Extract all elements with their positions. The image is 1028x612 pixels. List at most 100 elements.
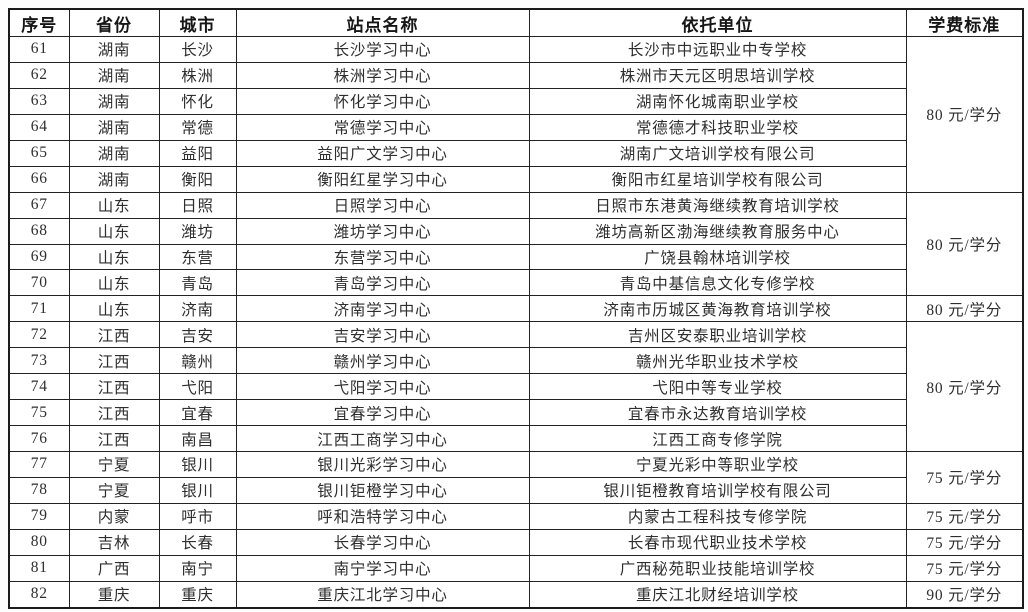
site-name-cell: 银川钜橙学习中心 [235,476,530,504]
city-cell: 东营 [158,243,237,271]
column-header: 省份 [68,8,160,37]
fee-cell: 80 元/学分 [905,321,1024,452]
site-name-cell: 日照学习中心 [235,191,530,219]
org-cell: 株洲市天元区明思培训学校 [528,61,907,89]
row-number: 64 [8,113,70,141]
province-cell: 江西 [68,425,160,452]
table-body: 61 湖南 长沙 长沙学习中心 长沙市中远职业中专学校 80 元/学分 62 湖南 株洲 株洲学习… [8,36,1024,609]
org-cell: 长春市现代职业技术学校 [528,528,907,556]
city-cell: 呼市 [158,502,237,530]
city-cell: 长沙 [158,36,237,63]
province-cell: 江西 [68,373,160,401]
column-header: 依托单位 [528,8,907,37]
row-number: 63 [8,87,70,115]
org-cell: 湖南广文培训学校有限公司 [528,139,907,167]
fee-cell: 75 元/学分 [905,502,1024,530]
site-name-cell: 济南学习中心 [235,295,530,323]
province-cell: 山东 [68,295,160,323]
city-cell: 常德 [158,113,237,141]
province-cell: 湖南 [68,165,160,193]
province-cell: 湖南 [68,61,160,89]
row-number: 67 [8,191,70,219]
table-row: 73 江西 赣州 赣州学习中心 赣州光华职业技术学校 [8,347,1023,375]
row-number: 65 [8,139,70,167]
table-row: 66 湖南 衡阳 衡阳红星学习中心 衡阳市红星培训学校有限公司 [8,165,1023,193]
table-row: 61 湖南 长沙 长沙学习中心 长沙市中远职业中专学校 80 元/学分 [8,36,1024,193]
row-number: 61 [8,36,70,63]
province-cell: 吉林 [68,528,160,556]
row-number: 78 [8,476,70,504]
province-cell: 重庆 [68,580,160,609]
city-cell: 赣州 [158,347,237,375]
site-name-cell: 益阳广文学习中心 [235,139,530,167]
row-number: 81 [8,554,70,582]
row-number: 68 [8,217,70,245]
site-name-cell: 宜春学习中心 [235,399,530,427]
row-number: 79 [8,502,70,530]
org-cell: 重庆江北财经培训学校 [528,580,907,609]
province-cell: 江西 [68,347,160,375]
table-row: 81 广西 南宁 南宁学习中心 广西秘苑职业技能培训学校 75 元/学分 [8,554,1024,582]
table-row: 77 宁夏 银川 银川光彩学习中心 宁夏光彩中等职业学校 75 元/学分 [8,451,1024,504]
table-row: 70 山东 青岛 青岛学习中心 青岛中基信息文化专修学校 [8,269,1023,297]
table-row: 69 山东 东营 东营学习中心 广饶县翰林培训学校 [8,243,1023,271]
header-row: 序号 省份 城市 站点名称 依托单位 学费标准 [8,8,1024,37]
site-name-cell: 青岛学习中心 [235,269,530,297]
province-cell: 内蒙 [68,502,160,530]
table-row: 75 江西 宜春 宜春学习中心 宜春市永达教育培训学校 [8,399,1023,427]
site-name-cell: 衡阳红星学习中心 [235,165,530,193]
row-number: 72 [8,321,70,349]
fee-cell: 75 元/学分 [905,528,1024,556]
site-name-cell: 吉安学习中心 [235,321,530,349]
city-cell: 宜春 [158,399,237,427]
column-header: 学费标准 [905,8,1024,37]
org-cell: 宜春市永达教育培训学校 [528,399,907,427]
table-row: 82 重庆 重庆 重庆江北学习中心 重庆江北财经培训学校 90 元/学分 [8,580,1024,609]
province-cell: 湖南 [68,36,160,63]
city-cell: 重庆 [158,580,237,609]
org-cell: 衡阳市红星培训学校有限公司 [528,165,907,193]
site-name-cell: 呼和浩特学习中心 [235,502,530,530]
table-row: 64 湖南 常德 常德学习中心 常德德才科技职业学校 [8,113,1023,141]
site-name-cell: 南宁学习中心 [235,554,530,582]
org-cell: 常德德才科技职业学校 [528,113,907,141]
org-cell: 长沙市中远职业中专学校 [528,36,907,63]
org-cell: 广饶县翰林培训学校 [528,243,907,271]
row-number: 76 [8,425,70,452]
table-row: 74 江西 弋阳 弋阳学习中心 弋阳中等专业学校 [8,373,1023,401]
fee-cell: 75 元/学分 [905,451,1024,504]
city-cell: 青岛 [158,269,237,297]
row-number: 69 [8,243,70,271]
org-cell: 江西工商专修学院 [528,425,907,452]
city-cell: 银川 [158,476,237,504]
province-cell: 宁夏 [68,451,160,478]
site-name-cell: 怀化学习中心 [235,87,530,115]
province-cell: 湖南 [68,113,160,141]
column-header: 站点名称 [235,8,530,37]
site-name-cell: 银川光彩学习中心 [235,451,530,478]
site-name-cell: 重庆江北学习中心 [235,580,530,609]
org-cell: 湖南怀化城南职业学校 [528,87,907,115]
row-number: 62 [8,61,70,89]
row-number: 80 [8,528,70,556]
site-name-cell: 长沙学习中心 [235,36,530,63]
org-cell: 潍坊高新区渤海继续教育服务中心 [528,217,907,245]
city-cell: 衡阳 [158,165,237,193]
table-row: 67 山东 日照 日照学习中心 日照市东港黄海继续教育培训学校 80 元/学分 [8,191,1024,297]
org-cell: 银川钜橙教育培训学校有限公司 [528,476,907,504]
table-row: 65 湖南 益阳 益阳广文学习中心 湖南广文培训学校有限公司 [8,139,1023,167]
row-number: 73 [8,347,70,375]
province-cell: 湖南 [68,139,160,167]
table-row: 63 湖南 怀化 怀化学习中心 湖南怀化城南职业学校 [8,87,1023,115]
table-row: 80 吉林 长春 长春学习中心 长春市现代职业技术学校 75 元/学分 [8,528,1024,556]
org-cell: 吉州区安泰职业培训学校 [528,321,907,349]
table-row: 76 江西 南昌 江西工商学习中心 江西工商专修学院 [8,425,1023,452]
row-number: 70 [8,269,70,297]
fee-cell: 80 元/学分 [905,36,1024,193]
city-cell: 益阳 [158,139,237,167]
site-name-cell: 赣州学习中心 [235,347,530,375]
org-cell: 广西秘苑职业技能培训学校 [528,554,907,582]
fee-cell: 80 元/学分 [905,295,1024,323]
row-number: 77 [8,451,70,478]
org-cell: 济南市历城区黄海教育培训学校 [528,295,907,323]
